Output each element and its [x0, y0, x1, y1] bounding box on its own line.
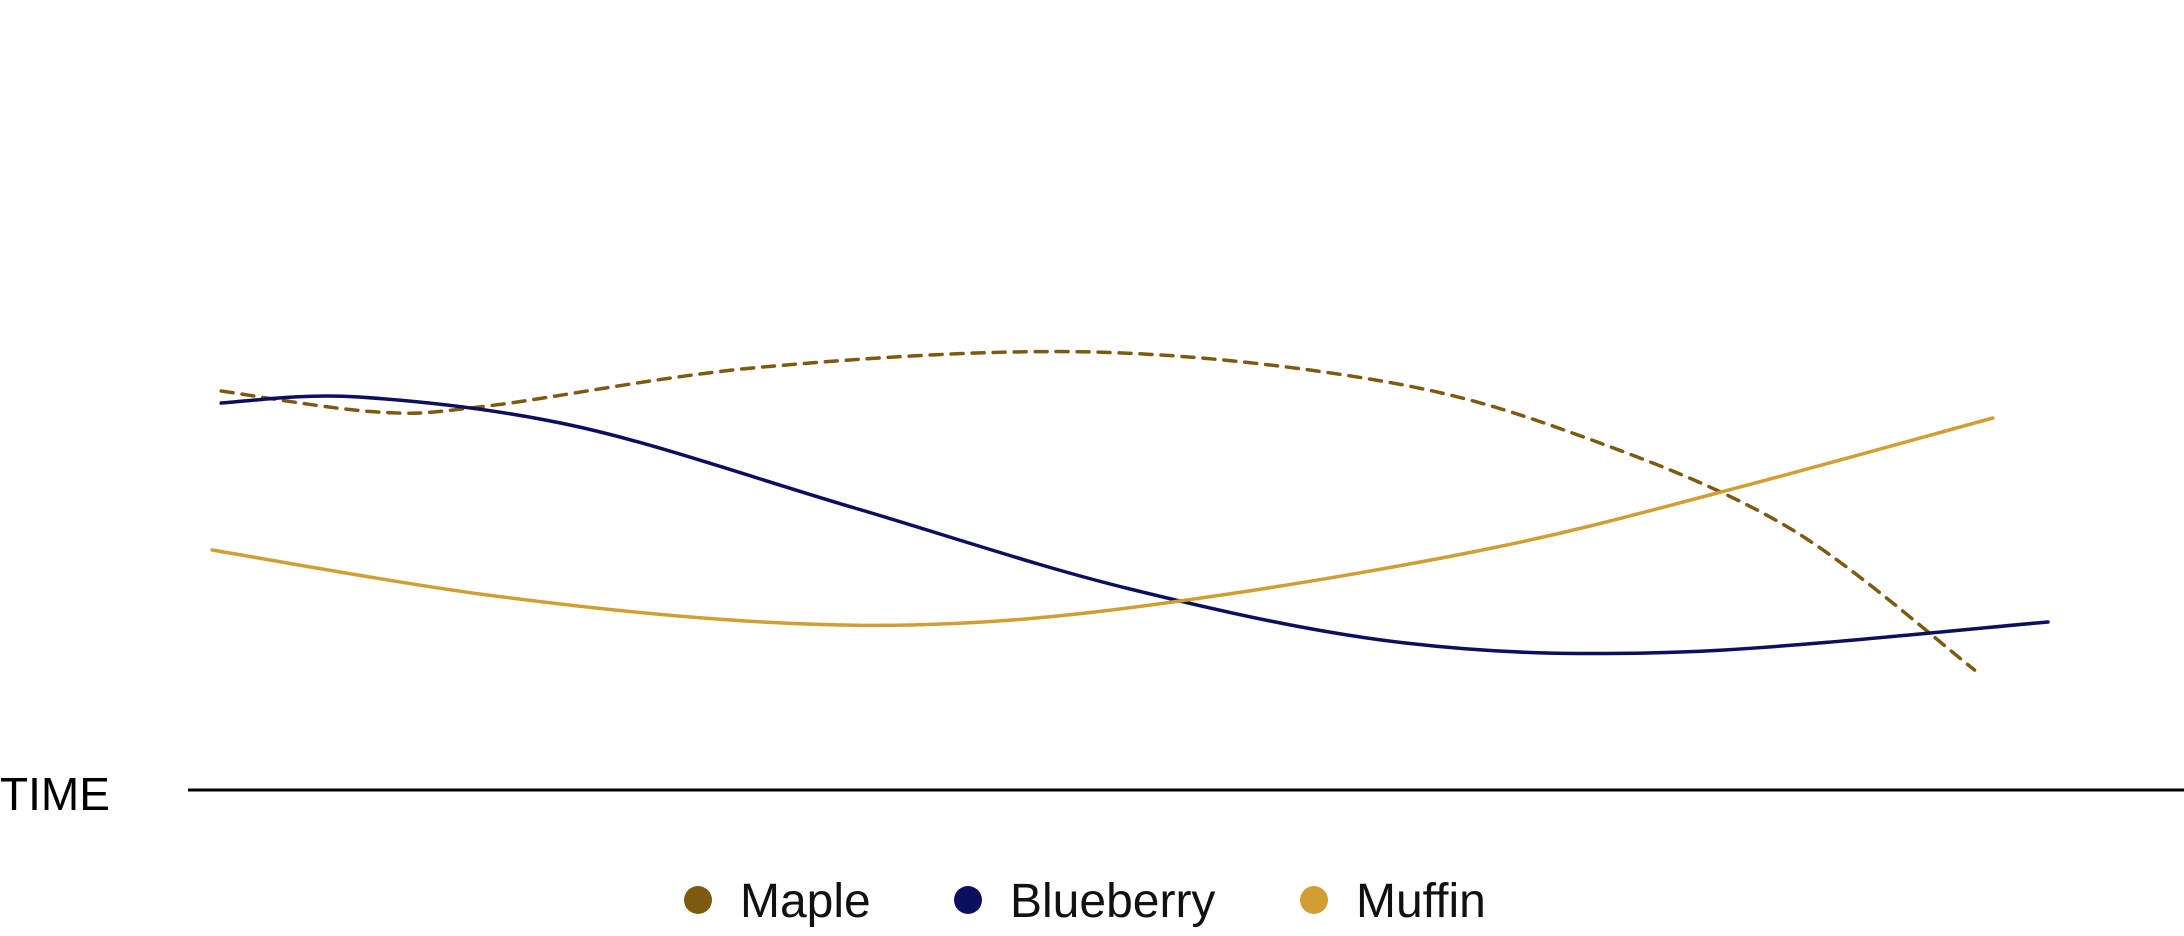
- legend: Maple Blueberry Muffin: [684, 875, 1486, 928]
- series-layer: [210, 349, 2050, 672]
- legend-label-maple: Maple: [740, 875, 871, 928]
- legend-swatch-muffin: [1300, 886, 1328, 914]
- legend-item-muffin: Muffin: [1300, 875, 1486, 928]
- series-line-blueberry: [219, 394, 2050, 656]
- x-axis-label: TIME: [0, 768, 110, 820]
- series-line-muffin: [210, 416, 1995, 628]
- legend-swatch-blueberry: [954, 886, 982, 914]
- legend-label-blueberry: Blueberry: [1010, 875, 1215, 928]
- series-line-maple: [219, 349, 1977, 672]
- legend-item-maple: Maple: [684, 875, 871, 928]
- legend-label-muffin: Muffin: [1356, 875, 1486, 928]
- legend-swatch-maple: [684, 886, 712, 914]
- legend-item-blueberry: Blueberry: [954, 875, 1215, 928]
